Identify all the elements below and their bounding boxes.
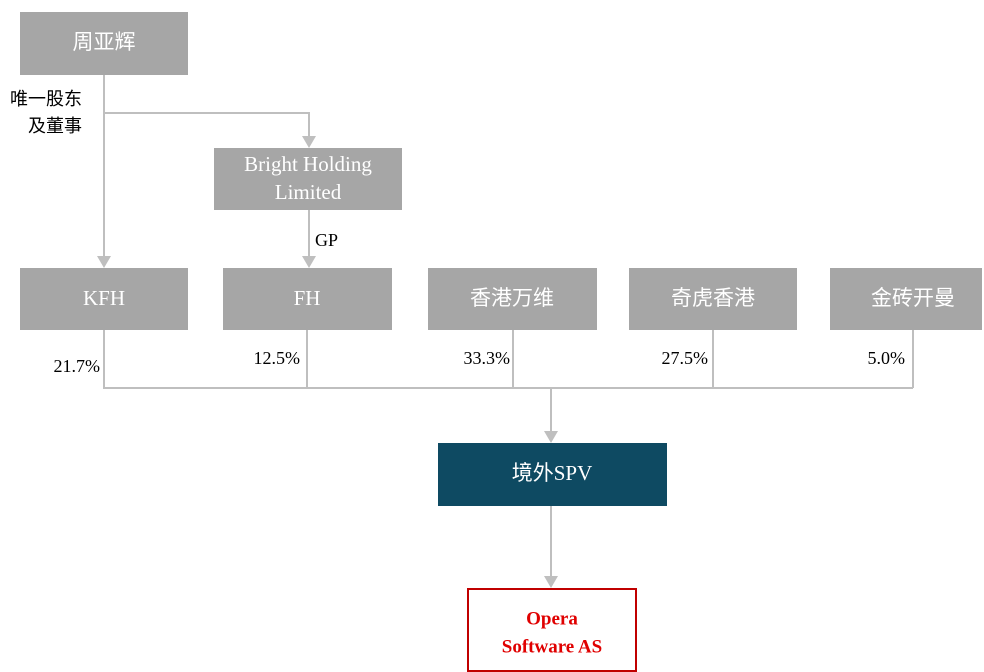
arrow	[302, 136, 316, 148]
holder-label: 奇虎香港	[671, 286, 755, 310]
stake-label: 27.5%	[662, 348, 709, 368]
role-label: 唯一股东	[10, 89, 82, 109]
target-box	[467, 588, 637, 672]
target-label: Software AS	[502, 636, 602, 657]
connector	[103, 330, 913, 389]
target-label: Opera	[526, 608, 578, 629]
holder-label: KFH	[83, 286, 125, 310]
holder-box	[428, 268, 597, 330]
connector	[104, 112, 310, 138]
arrow	[97, 256, 111, 268]
holder-box	[20, 268, 188, 330]
spv-box	[438, 443, 667, 506]
connectors	[97, 75, 914, 588]
gp-label: GP	[315, 230, 338, 250]
stake-label: 21.7%	[54, 356, 101, 376]
bright-box	[214, 148, 402, 210]
bright-label: Bright Holding	[244, 152, 372, 176]
arrow	[544, 576, 558, 588]
stake-label: 12.5%	[254, 348, 301, 368]
role-label: 及董事	[28, 116, 82, 136]
spv-label: 境外SPV	[512, 461, 593, 485]
founder-label: 周亚辉	[73, 30, 136, 54]
arrow	[302, 256, 316, 268]
holder-box	[830, 268, 982, 330]
holder-label: 香港万维	[470, 286, 554, 310]
stake-label: 33.3%	[464, 348, 511, 368]
holder-box	[629, 268, 797, 330]
bright-label: Limited	[275, 180, 342, 204]
arrow	[544, 431, 558, 443]
holder-label: FH	[294, 286, 321, 310]
holder-box	[223, 268, 392, 330]
holder-label: 金砖开曼	[871, 286, 955, 310]
founder-box	[20, 12, 188, 75]
stake-label: 5.0%	[868, 348, 906, 368]
